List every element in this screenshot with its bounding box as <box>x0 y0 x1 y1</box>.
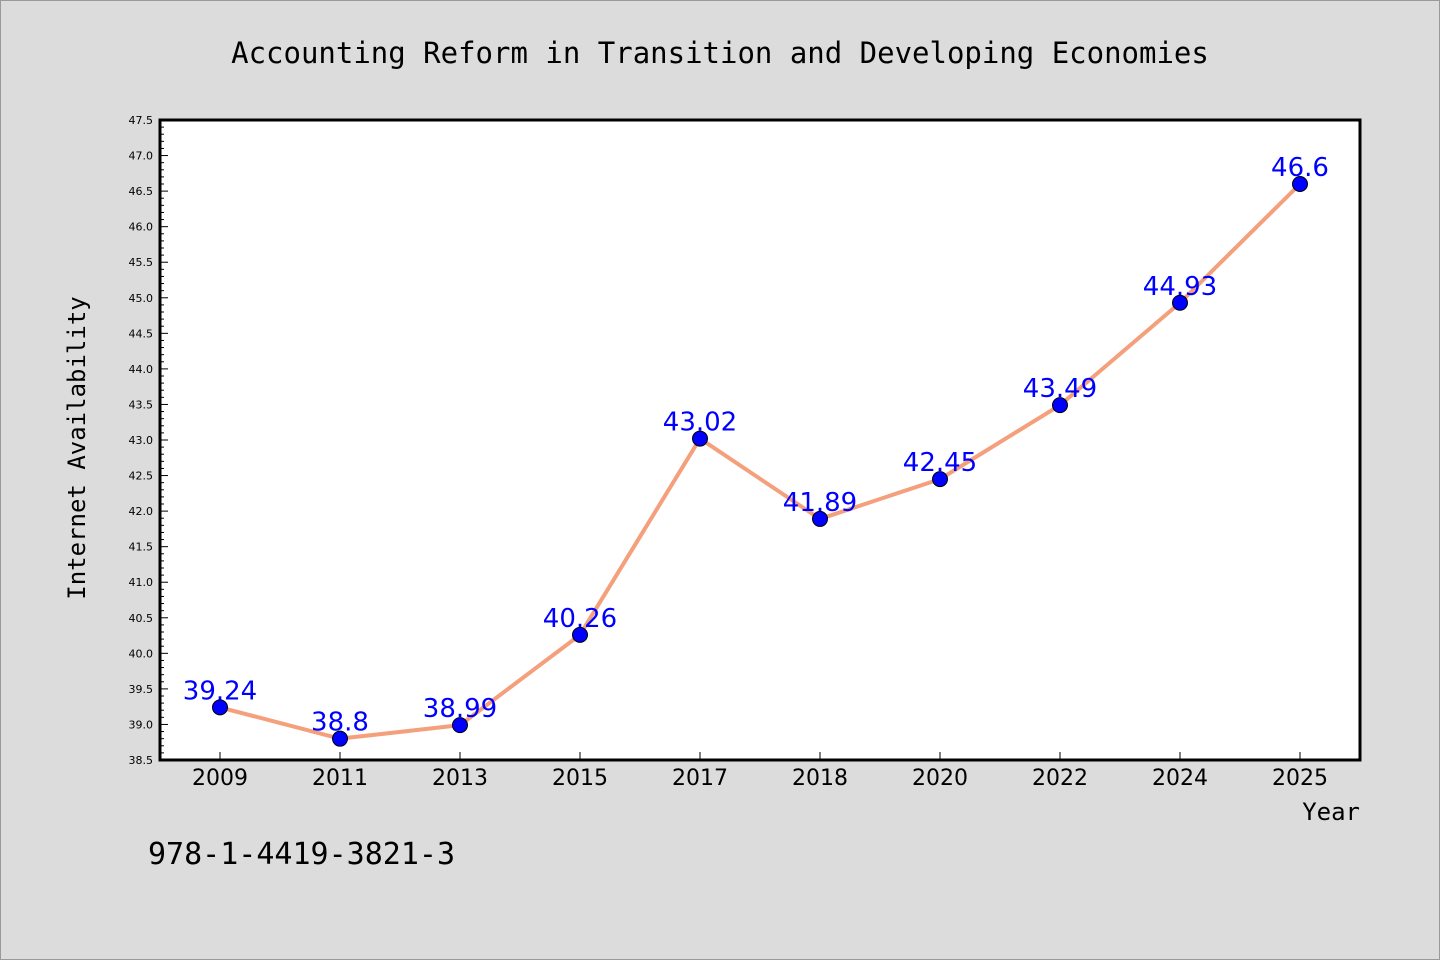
isbn-annotation: 978-1-4419-3821-3 <box>148 837 455 872</box>
data-point <box>332 730 348 747</box>
x-axis-label: Year <box>1302 798 1360 826</box>
y-tick-label: 46.5 <box>129 185 154 198</box>
data-label: 46.6 <box>1271 153 1329 183</box>
y-tick-label: 40.0 <box>129 647 154 660</box>
data-label: 39.24 <box>183 676 257 706</box>
series-line <box>219 182 1302 741</box>
y-tick-label: 38.5 <box>129 754 154 767</box>
y-tick-label: 46.0 <box>129 221 154 234</box>
data-label: 43.02 <box>663 408 737 438</box>
y-tick-label: 43.0 <box>129 434 154 447</box>
y-tick-label: 39.5 <box>129 683 154 696</box>
data-point <box>212 699 228 716</box>
data-point <box>1172 294 1188 311</box>
x-tick-label: 2025 <box>1272 766 1328 791</box>
x-tick-label: 2017 <box>672 766 728 791</box>
x-tick-label: 2009 <box>192 766 248 791</box>
y-tick-label: 45.0 <box>129 292 154 305</box>
data-point <box>1052 397 1068 414</box>
chart-title: Accounting Reform in Transition and Deve… <box>231 36 1209 70</box>
x-tick-label: 2015 <box>552 766 608 791</box>
y-tick-label: 42.0 <box>129 505 154 518</box>
x-axis: 2009 2011 2013 2015 2017 2018 2020 2022 2024 2025 <box>192 752 1328 791</box>
x-tick-label: 2022 <box>1032 766 1088 791</box>
data-point <box>572 626 588 643</box>
x-tick-label: 2013 <box>432 766 488 791</box>
data-label: 40.26 <box>543 604 617 634</box>
data-point <box>1292 176 1308 192</box>
y-tick-label: 39.0 <box>129 718 154 731</box>
y-axis: 38.5 39.0 39.5 40.0 40.5 41.0 41.5 42.0 42.5 43.0… <box>129 114 168 767</box>
y-tick-label: 45.5 <box>129 256 154 269</box>
y-tick-label: 41.5 <box>129 541 154 554</box>
data-labels: 39.24 38.8 38.99 40.26 43.02 41.89 42.45 43.49 4… <box>183 153 1329 738</box>
y-tick-label: 47.0 <box>129 150 154 163</box>
data-label: 42.45 <box>903 448 977 478</box>
y-axis-label: Internet Availability <box>63 296 91 599</box>
x-tick-label: 2011 <box>312 766 368 791</box>
data-label: 43.49 <box>1023 374 1097 404</box>
data-label: 44.93 <box>1143 272 1217 302</box>
x-tick-label: 2024 <box>1152 766 1208 791</box>
y-tick-label: 44.5 <box>129 327 154 340</box>
plot-area <box>158 118 1362 762</box>
data-label: 38.8 <box>311 708 369 738</box>
y-tick-label: 41.0 <box>129 576 154 589</box>
data-point <box>692 430 708 447</box>
y-tick-label: 47.5 <box>129 114 154 127</box>
y-tick-label: 42.5 <box>129 470 154 483</box>
data-label: 41.89 <box>783 488 857 518</box>
data-markers <box>212 176 1308 747</box>
data-label: 38.99 <box>423 694 497 724</box>
data-point <box>812 510 828 527</box>
x-tick-label: 2020 <box>912 766 968 791</box>
y-tick-label: 40.5 <box>129 612 154 625</box>
y-tick-label: 43.5 <box>129 398 154 411</box>
data-point <box>452 717 468 734</box>
x-tick-label: 2018 <box>792 766 848 791</box>
data-point <box>932 471 948 488</box>
y-tick-label: 44.0 <box>129 363 154 376</box>
